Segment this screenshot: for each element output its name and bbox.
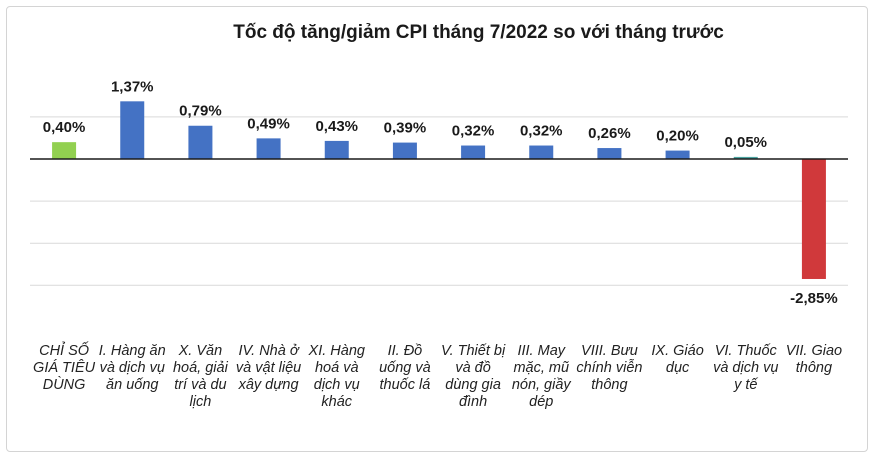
bar-11 [801, 159, 826, 279]
data-label-2: 0,79% [179, 103, 222, 120]
data-label-0: 0,40% [43, 119, 86, 136]
data-label-8: 0,26% [588, 125, 631, 142]
bar-10 [733, 156, 758, 159]
category-label-9: IX. Giáo dục [651, 343, 704, 376]
bar-0 [52, 142, 77, 159]
bar-6 [461, 145, 486, 159]
chart-title: Tốc độ tăng/giảm CPI tháng 7/2022 so với… [233, 22, 724, 43]
category-label-0: CHỈ SỐ GIÁ TIÊU DÙNG [33, 343, 96, 393]
data-label-9: 0,20% [656, 128, 699, 145]
category-label-8: VIII. Bưu chính viễn thông [576, 343, 643, 393]
data-label-10: 0,05% [724, 134, 767, 151]
category-label-3: IV. Nhà ở và vật liệu xây dựng [235, 343, 302, 393]
data-label-1: 1,37% [111, 78, 154, 95]
bar-2 [188, 125, 213, 159]
chart-frame [6, 6, 868, 452]
data-label-4: 0,43% [315, 118, 358, 135]
data-label-7: 0,32% [520, 123, 563, 140]
data-label-11: -2,85% [790, 290, 838, 307]
bar-9 [665, 150, 690, 159]
category-label-7: III. May mặc, mũ nón, giầy dép [511, 343, 571, 410]
bar-3 [256, 138, 281, 159]
bar-1 [120, 101, 145, 159]
data-label-5: 0,39% [384, 120, 427, 137]
category-label-11: VII. Giao thông [785, 343, 843, 376]
bar-5 [392, 142, 417, 159]
bar-7 [529, 145, 554, 159]
data-label-3: 0,49% [247, 115, 290, 132]
bar-4 [324, 140, 349, 159]
category-label-5: II. Đồ uống và thuốc lá [379, 343, 431, 393]
category-label-1: I. Hàng ăn và dịch vụ ăn uống [98, 343, 166, 393]
category-label-10: VI. Thuốc và dịch vụ y tế [713, 343, 779, 393]
data-label-6: 0,32% [452, 123, 495, 140]
category-label-6: V. Thiết bị và đồ dùng gia đình [440, 343, 506, 410]
category-label-2: X. Văn hoá, giải trí và du lịch [172, 343, 228, 410]
bar-8 [597, 148, 622, 159]
category-label-4: XI. Hàng hoá và dịch vụ khác [308, 343, 365, 410]
